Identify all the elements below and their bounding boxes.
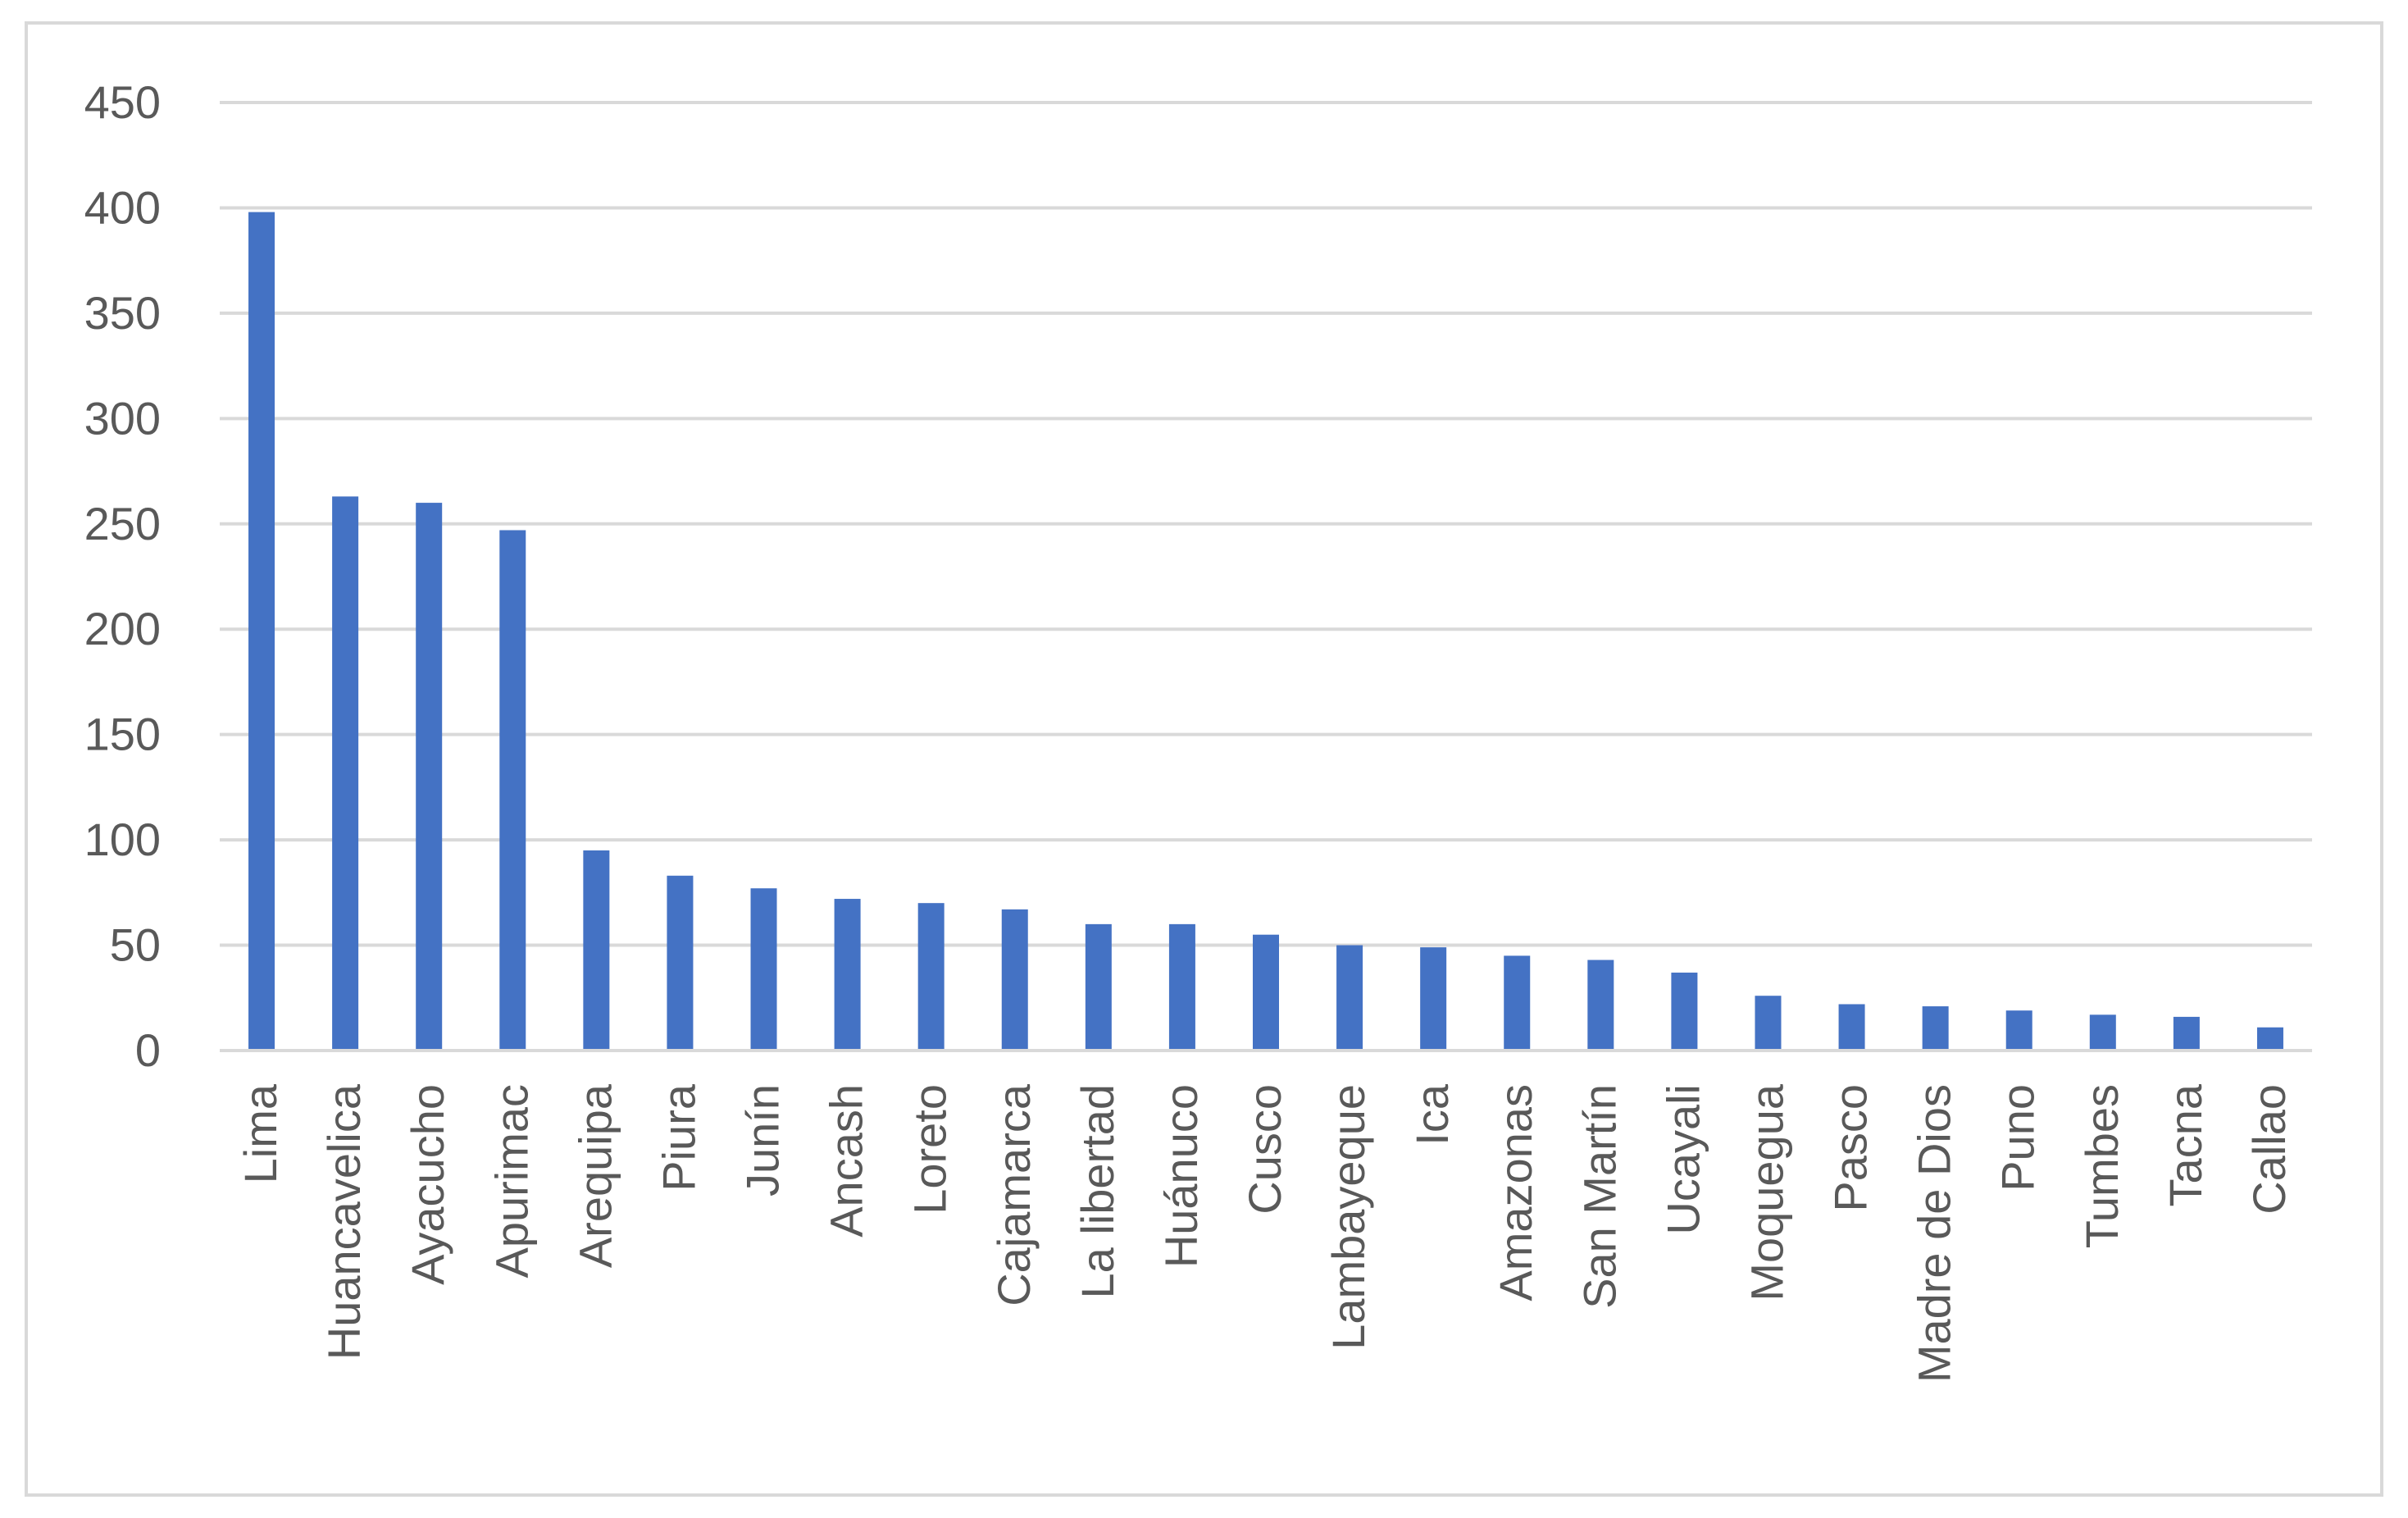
gridlines: [220, 101, 2312, 947]
bar-la-libertad: [1085, 923, 1112, 1051]
y-tick-label: 350: [84, 287, 161, 339]
bar-ucayali: [1671, 972, 1698, 1051]
x-category-label: Huancavelica: [318, 1083, 370, 1360]
bar-ica: [1420, 947, 1447, 1051]
x-category-label: Pasco: [1825, 1084, 1877, 1212]
bar-lima: [248, 212, 275, 1051]
bar-loreto: [917, 903, 945, 1051]
y-tick-label: 0: [135, 1024, 161, 1076]
y-tick-label: 200: [84, 603, 161, 654]
bar-tumbes: [2089, 1014, 2116, 1051]
bar-arequipa: [583, 850, 610, 1051]
bar-ayacucho: [416, 503, 443, 1051]
x-category-label: Cajamarca: [988, 1083, 1040, 1306]
x-category-label: Lambayeque: [1322, 1084, 1374, 1350]
bar-moquegua: [1755, 996, 1782, 1051]
x-category-label: Puno: [1992, 1084, 2044, 1192]
x-category-label: Apurimac: [485, 1084, 537, 1279]
x-category-label: La libertad: [1072, 1084, 1123, 1299]
x-category-label: Lima: [234, 1083, 286, 1183]
y-tick-label: 100: [84, 814, 161, 865]
bar-tacna: [2173, 1016, 2200, 1051]
bar-callao: [2256, 1027, 2283, 1051]
x-category-label: Madre de Dios: [1909, 1084, 1960, 1383]
x-category-label: Callao: [2243, 1084, 2295, 1215]
x-category-label: Loreto: [904, 1084, 956, 1215]
x-category-label: San Martín: [1573, 1084, 1625, 1309]
bar-junín: [750, 888, 777, 1051]
x-category-label: Ancash: [821, 1084, 872, 1238]
bar-huancavelica: [332, 496, 359, 1051]
bar-madre-de-dios: [1922, 1006, 1949, 1051]
x-category-label: Piura: [653, 1083, 704, 1192]
bar-amazonas: [1504, 955, 1531, 1051]
bar-puno: [2005, 1010, 2032, 1051]
y-tick-label: 400: [84, 181, 161, 233]
y-tick-label: 300: [84, 392, 161, 444]
y-tick-label: 450: [84, 76, 161, 128]
bar-ancash: [834, 899, 861, 1051]
bar-piura: [667, 875, 694, 1051]
x-axis-category-labels: Lima Huancavelica Ayacucho Apurimac Arequipa…: [234, 1083, 2295, 1383]
y-tick-label: 50: [110, 919, 161, 971]
bar-pasco: [1838, 1004, 1865, 1051]
bars: [248, 212, 2283, 1051]
x-category-label: Moquegua: [1741, 1083, 1792, 1301]
y-axis-tick-labels: 0 50 100 150 200 250 300 350 400 450: [84, 76, 161, 1076]
bar-apurimac: [499, 530, 526, 1051]
bar-lambayeque: [1336, 945, 1363, 1051]
x-category-label: Cusco: [1239, 1084, 1290, 1215]
bar-cusco: [1253, 934, 1279, 1051]
x-category-label: Ucayali: [1657, 1084, 1709, 1235]
y-tick-label: 150: [84, 709, 161, 760]
x-category-label: Arequipa: [569, 1083, 621, 1268]
x-category-label: Tacna: [2160, 1083, 2211, 1206]
y-tick-label: 250: [84, 498, 161, 549]
x-category-label: Ica: [1406, 1083, 1458, 1146]
x-category-label: Junín: [737, 1084, 789, 1197]
bar-cajamarca: [1001, 909, 1028, 1051]
bar-san-martín: [1587, 960, 1614, 1051]
x-category-label: Ayacucho: [402, 1084, 453, 1285]
x-category-label: Tumbes: [2076, 1084, 2128, 1248]
x-category-label: Huánuco: [1155, 1084, 1207, 1268]
bar-huánuco: [1168, 923, 1195, 1051]
x-category-label: Amazonas: [1490, 1084, 1541, 1301]
